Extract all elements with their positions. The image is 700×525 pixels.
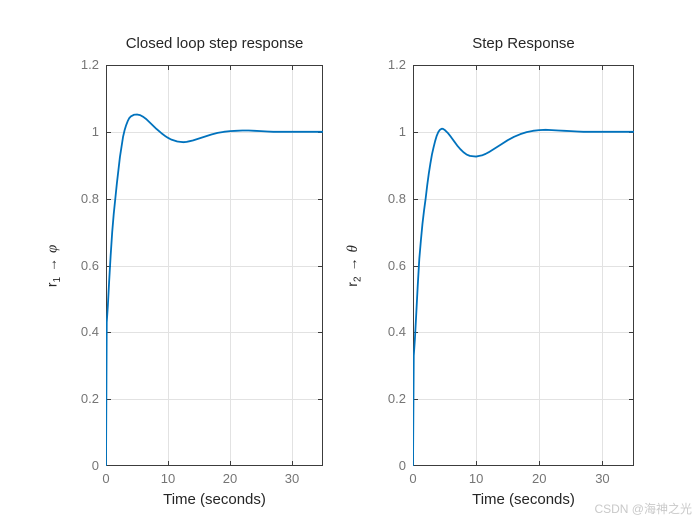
- x-tick-label: 0: [409, 471, 417, 486]
- axes-box: [413, 65, 634, 466]
- right-arrow-icon: →: [344, 257, 361, 272]
- axes-box: [106, 65, 323, 466]
- y-axis-label-subscript: 1: [51, 276, 63, 283]
- x-tick-label: 0: [102, 471, 110, 486]
- y-axis-label-base: r: [344, 281, 361, 287]
- plot-title: Closed loop step response: [125, 35, 304, 52]
- watermark: CSDN @海神之光: [594, 502, 692, 516]
- axes-canvas: [413, 65, 634, 466]
- y-tick-label: 1: [91, 123, 99, 139]
- y-axis-label-symbol: θ: [345, 244, 362, 253]
- x-axis-label: Time (seconds): [163, 491, 266, 508]
- y-tick-label: 1.2: [80, 57, 99, 72]
- y-axis-label: r1 → φ: [43, 244, 63, 287]
- y-axis-label-wrap: r1 → φ: [42, 65, 64, 466]
- y-tick-label: 0.6: [387, 257, 406, 273]
- y-tick-label: 0.2: [80, 391, 99, 407]
- x-tick-label: 30: [595, 471, 610, 486]
- step-response-curve: [413, 127, 634, 466]
- x-tick-label: 10: [160, 471, 176, 486]
- y-axis-label-subscript: 2: [352, 276, 364, 282]
- x-tick-label: 20: [222, 471, 238, 486]
- y-axis-label-symbol: φ: [44, 244, 61, 253]
- y-axis-label-wrap: r2 → θ: [343, 65, 365, 466]
- step-response-curve: [106, 113, 323, 466]
- y-axis-label: r2 → θ: [344, 245, 364, 287]
- y-tick-label: 0: [398, 458, 406, 473]
- x-tick-label: 20: [532, 471, 547, 486]
- plot-title: Step Response: [472, 35, 575, 52]
- y-axis-label-base: r: [43, 282, 60, 287]
- y-tick-label: 1: [398, 123, 406, 139]
- y-tick-label: 1.2: [387, 57, 406, 72]
- y-tick-label: 0: [91, 458, 99, 473]
- x-tick-label: 30: [284, 471, 300, 486]
- right-arrow-icon: →: [43, 257, 60, 272]
- y-tick-label: 0.8: [387, 190, 406, 206]
- y-tick-label: 0.4: [80, 324, 99, 340]
- x-tick-label: 10: [468, 471, 484, 486]
- y-tick-label: 0.4: [387, 324, 406, 340]
- y-tick-label: 0.6: [80, 257, 99, 273]
- y-tick-label: 0.8: [80, 190, 99, 206]
- y-tick-label: 0.2: [387, 391, 406, 407]
- axes-canvas: [106, 65, 323, 466]
